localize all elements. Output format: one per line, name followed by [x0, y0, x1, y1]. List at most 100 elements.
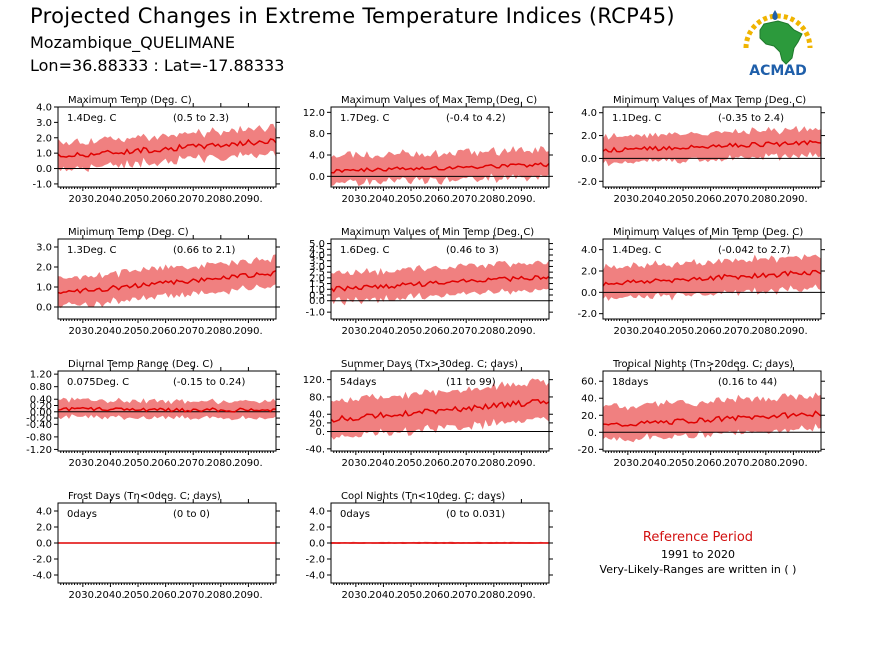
y-tick-label: 0.0 — [36, 539, 52, 550]
ensemble-mean-line — [57, 270, 277, 295]
y-tick-label: 0.0 — [309, 172, 325, 183]
x-tick-label: 2070. — [179, 326, 208, 337]
y-tick-label: 3.0 — [36, 118, 52, 129]
location-name: Mozambique_QUELIMANE — [30, 33, 235, 52]
chart-panel: -4.0 -2.0 0.0 2.0 4.0 2030.2040.2050.2060.207… — [32, 491, 280, 601]
chart-title: Minimum Values of Max Temp (Deg. C) — [613, 95, 806, 106]
x-tick-label: 2060. — [696, 458, 725, 469]
x-tick-label: 2050. — [669, 458, 698, 469]
mean-change-label: 1.6Deg. C — [340, 245, 389, 256]
plot-frame — [57, 238, 277, 320]
x-tick-label: 2030. — [342, 458, 371, 469]
x-tick-label: 2090. — [234, 326, 263, 337]
chart-title: Maximum Temp (Deg. C) — [68, 95, 192, 106]
x-tick-label: 2070. — [724, 326, 753, 337]
y-tick-label: -4.0 — [32, 571, 52, 582]
water-drop-icon — [772, 10, 778, 20]
likely-range-label: (-0.35 to 2.4) — [718, 113, 784, 124]
y-tick-label: -2.0 — [577, 177, 597, 188]
likely-range-band — [331, 146, 549, 187]
x-tick-label: 2050. — [124, 590, 153, 601]
x-tick-label: 2090. — [779, 326, 808, 337]
x-tick-label: 2090. — [507, 458, 536, 469]
chart-panel: -1.00.01.02.03.04.02030.2040.2050.2060.2… — [32, 95, 280, 205]
y-tick-label: 5.0 — [309, 239, 325, 250]
mean-change-label: 0days — [340, 509, 370, 520]
y-tick-label: 0.5 — [309, 291, 325, 302]
chart-title: Minimum Values of Min Temp (Deg. C) — [613, 227, 803, 238]
chart-title: Maximum Values of Max Temp (Deg. C) — [341, 95, 537, 106]
plot-frame — [330, 238, 550, 320]
y-tick-label: 0.40 — [30, 395, 52, 406]
y-tick-label: 12.0 — [303, 108, 325, 119]
plot-frame — [57, 106, 277, 188]
x-tick-label: 2030. — [342, 326, 371, 337]
x-tick-label: 2040. — [369, 458, 398, 469]
x-tick-label: 2040. — [641, 326, 670, 337]
x-tick-label: 2070. — [179, 458, 208, 469]
chart-title: Tropical Nights (Tn>20deg. C; days) — [612, 359, 793, 370]
plot-frame — [602, 238, 822, 320]
y-tick-label: 40. — [581, 394, 597, 405]
x-tick-label: 2090. — [234, 458, 263, 469]
y-tick-label: 2.0 — [36, 523, 52, 534]
y-tick-label: -0.80 — [26, 432, 52, 443]
y-tick-label: 4.0 — [581, 108, 597, 119]
x-tick-label: 2090. — [507, 590, 536, 601]
reference-period-years: 1991 to 2020 — [660, 548, 736, 561]
x-tick-label: 2060. — [424, 326, 453, 337]
x-tick-label: 2080. — [206, 194, 235, 205]
likely-range-label: (-0.042 to 2.7) — [718, 245, 790, 256]
y-tick-label: 0.0 — [309, 539, 325, 550]
y-tick-label: -40. — [305, 444, 325, 455]
y-tick-label: 1.0 — [36, 149, 52, 160]
y-tick-label: -2.0 — [32, 555, 52, 566]
x-tick-label: 2030. — [342, 590, 371, 601]
y-tick-label: 20. — [309, 418, 325, 429]
mean-change-label: 1.4Deg. C — [67, 113, 116, 124]
x-tick-label: 2040. — [369, 590, 398, 601]
x-tick-label: 2040. — [641, 194, 670, 205]
y-tick-label: 40. — [309, 410, 325, 421]
x-tick-label: 2030. — [69, 590, 98, 601]
y-tick-label: -2.0 — [305, 555, 325, 566]
mean-change-label: 1.3Deg. C — [67, 245, 116, 256]
x-tick-label: 2080. — [479, 458, 508, 469]
y-tick-label: 0.0 — [36, 164, 52, 175]
x-tick-label: 2070. — [179, 590, 208, 601]
y-tick-label: 4.0 — [309, 251, 325, 262]
x-tick-label: 2040. — [96, 458, 125, 469]
ensemble-mean-line — [330, 274, 550, 293]
mean-change-label: 54days — [340, 377, 376, 388]
y-tick-label: 120. — [303, 375, 325, 386]
x-tick-label: 2060. — [696, 326, 725, 337]
x-tick-label: 2070. — [724, 194, 753, 205]
x-tick-label: 2080. — [206, 326, 235, 337]
y-tick-label: -1.0 — [32, 179, 52, 190]
y-tick-label: -0.40 — [26, 420, 52, 431]
x-tick-label: 2070. — [452, 458, 481, 469]
x-tick-label: 2080. — [751, 458, 780, 469]
x-tick-label: 2050. — [397, 458, 426, 469]
chart-title: Summer Days (Tx>30deg. C; days) — [341, 359, 518, 370]
chart-panel: -1.20 -0.80-0.40-0.200.000.200.40 0.801.20… — [26, 359, 280, 469]
x-tick-label: 2080. — [479, 194, 508, 205]
y-tick-label: 1.0 — [309, 285, 325, 296]
y-tick-label: 2.0 — [36, 133, 52, 144]
page-title: Projected Changes in Extreme Temperature… — [30, 4, 675, 28]
y-tick-label: 1.20 — [30, 370, 52, 381]
chart-title: Maximum Values of Min Temp (Deg. C) — [341, 227, 534, 238]
y-tick-label: -4.0 — [305, 571, 325, 582]
x-tick-label: 2060. — [151, 194, 180, 205]
x-tick-label: 2050. — [124, 326, 153, 337]
y-tick-label: -2.0 — [577, 309, 597, 320]
x-tick-label: 2050. — [397, 326, 426, 337]
x-tick-label: 2080. — [751, 326, 780, 337]
y-tick-label: 0. — [587, 428, 597, 439]
chart-title: Diurnal Temp Range (Deg. C) — [68, 359, 213, 370]
ensemble-mean-line — [57, 406, 277, 413]
y-tick-label: 0. — [315, 427, 325, 438]
ensemble-mean-line — [330, 162, 550, 174]
x-tick-label: 2090. — [779, 194, 808, 205]
